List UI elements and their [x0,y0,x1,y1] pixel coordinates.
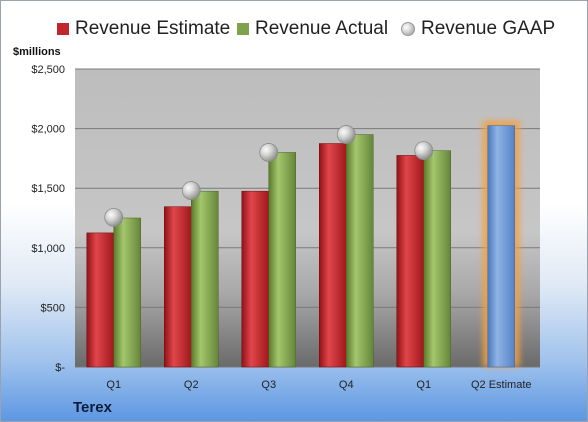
gaap-bubble [336,125,356,144]
y-tick-label: $- [55,362,65,374]
gaap-markers [104,125,434,227]
bar-estimate [86,232,114,368]
bars [86,120,520,368]
x-tick-label: Q1 [416,379,431,391]
bar-actual [191,190,219,368]
gridlines [75,68,540,368]
x-tick-label: Q3 [261,379,276,391]
y-unit-label: $millions [13,46,61,58]
y-tick-label: $1,000 [31,243,65,255]
bar-estimate [241,190,269,368]
y-tick-label: $1,500 [31,183,65,195]
bar-estimate [396,155,424,368]
gaap-bubble [259,143,279,162]
x-tick-label: Q1 [106,379,121,391]
gaap-bubble [181,181,201,200]
legend-label-actual: Revenue Actual [255,18,389,39]
legend-bubble-gaap [401,22,415,36]
legend-item-actual: Revenue Actual [237,17,388,41]
bar-actual [346,134,374,368]
bar-estimate [164,206,192,368]
bar-actual [423,150,451,368]
legend-item-estimate: Revenue Estimate [57,17,230,41]
gaap-bubble [414,141,434,161]
legend-swatch-estimate [57,23,69,35]
legend-label-gaap: Revenue GAAP [421,18,556,39]
y-tick-label: $2,500 [31,64,65,76]
legend-swatch-actual [237,23,249,35]
legend-label-estimate: Revenue Estimate [75,18,231,39]
gaap-bubble [104,208,124,227]
y-tick-label: $2,000 [31,124,65,136]
plot-area [75,69,540,367]
legend: Revenue Estimate Revenue Actual Revenue … [1,17,587,41]
company-name: Terex [73,399,112,416]
bar-estimate [319,143,347,368]
bar-actual [268,152,296,368]
x-tick-label: Q2 Estimate [471,379,532,391]
bar-estimate-future [487,125,515,368]
bar-actual [113,217,141,368]
legend-item-gaap: Revenue GAAP [401,17,555,41]
y-tick-label: $500 [41,302,65,314]
x-tick-label: Q2 [184,379,199,391]
x-tick-label: Q4 [339,379,354,391]
axis-ticks: $- $500 $1,000 $1,500 $2,000 $2,500 Q1 Q2 Q3 Q4 Q1… [31,64,531,391]
